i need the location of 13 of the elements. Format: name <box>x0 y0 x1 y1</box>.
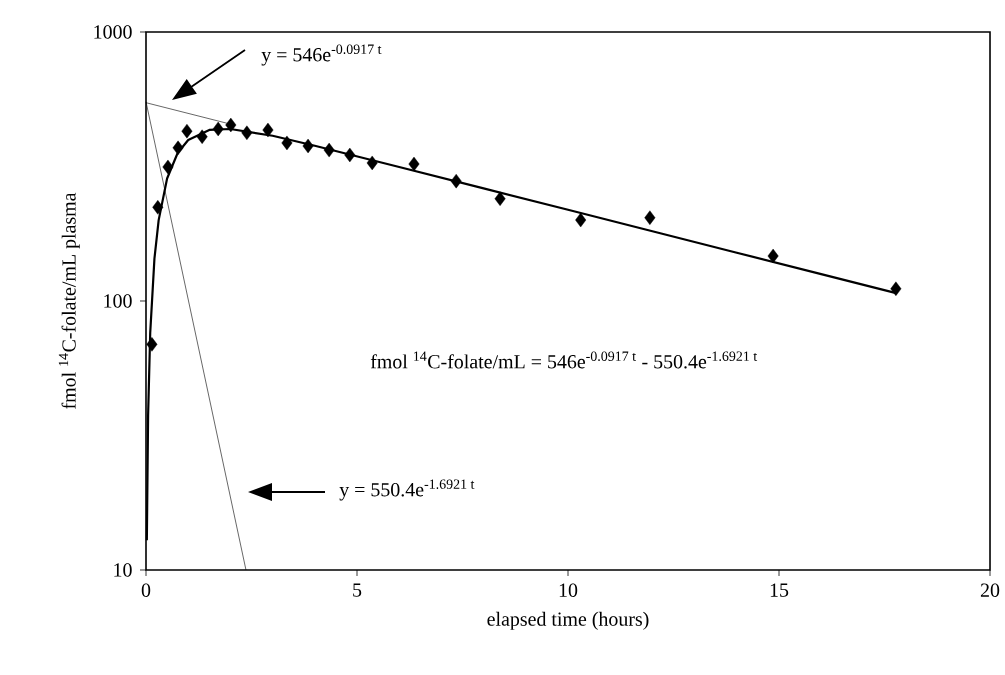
x-tick-label: 5 <box>353 583 362 597</box>
annotation: y = 546e$^{-0.0917 t}$ <box>261 44 382 66</box>
y-tick-label: 100 <box>104 294 132 308</box>
y-axis-title: fmol $^{14}$C-folate/mL plasma <box>58 192 80 409</box>
annotation: y = 550.4e$^{-1.6921 t}$ <box>339 479 475 501</box>
x-tick-label: 10 <box>559 583 578 597</box>
x-tick-label: 20 <box>980 583 1000 597</box>
annotation: fmol $^{14}$C-folate/mL = 546e$^{-0.0917 t}$ - 550.4e$^{-1.6921 t}$ <box>370 351 758 369</box>
x-tick-label: 0 <box>141 583 151 597</box>
x-tick-label: 15 <box>770 583 789 597</box>
x-axis-title: elapsed time (hours) <box>487 611 649 630</box>
y-tick-label: 1000 <box>94 25 132 39</box>
y-tick-label: 10 <box>114 563 132 577</box>
